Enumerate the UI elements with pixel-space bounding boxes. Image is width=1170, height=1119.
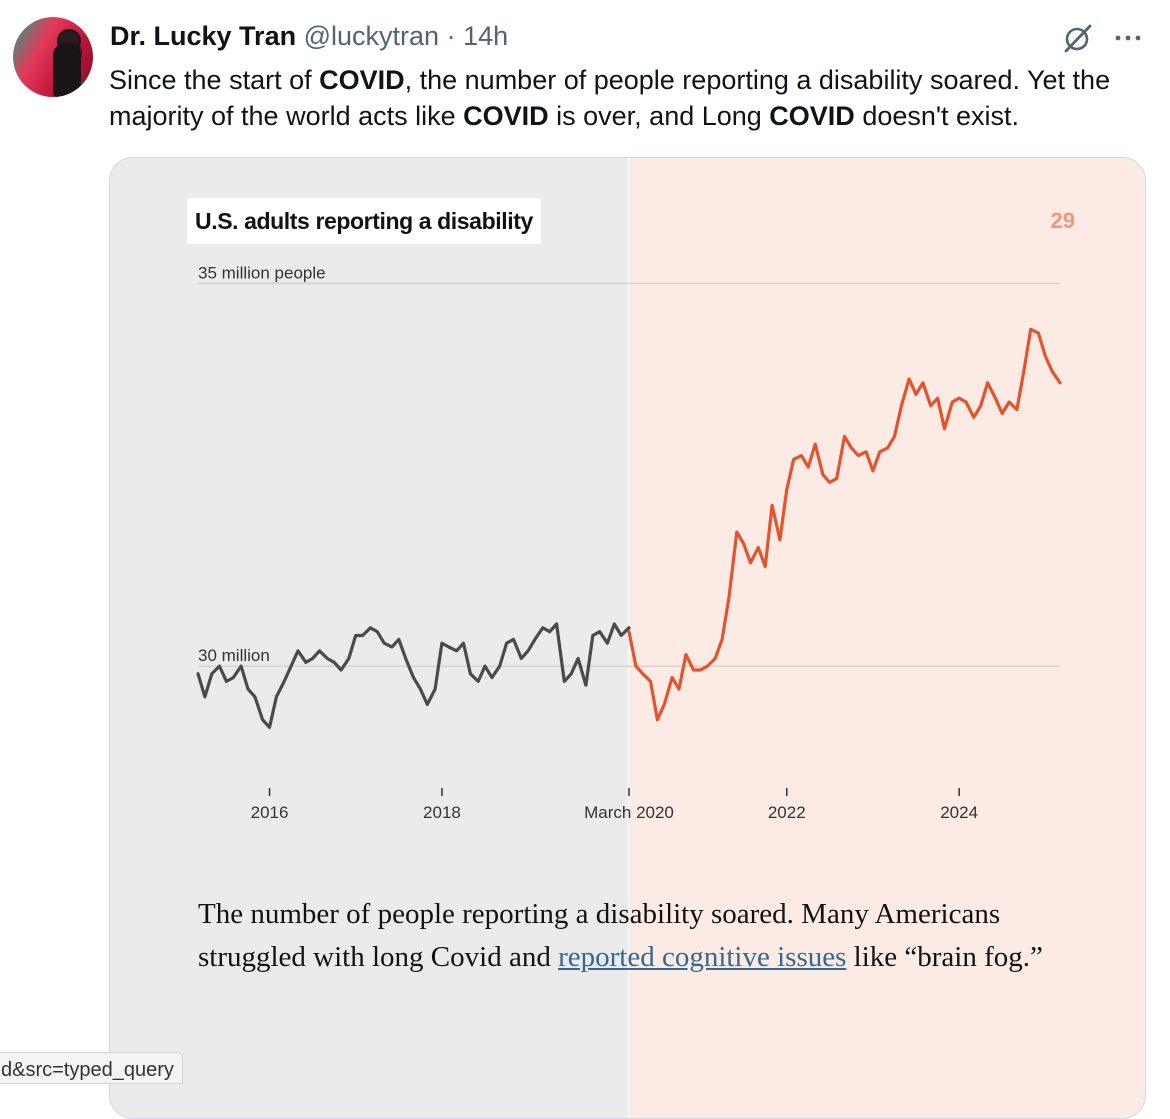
tweet-text-segment: , the number of people reporting a disab… <box>109 65 1111 131</box>
display-name[interactable]: Dr. Lucky Tran <box>110 21 297 51</box>
caption-text-end: like “brain fog.” <box>846 941 1043 973</box>
x-tick-label: 2022 <box>768 803 806 822</box>
chart-title: U.S. adults reporting a disability <box>187 198 541 244</box>
tweet-header: Dr. Lucky Tran @luckytran · 14h <box>110 18 508 54</box>
pre-covid-series-line <box>196 622 631 730</box>
post-covid-series-line <box>627 327 1062 722</box>
article-card[interactable]: 35 million people 30 million 2016 2018 March… <box>109 157 1146 1119</box>
avatar[interactable] <box>13 17 93 97</box>
separator-dot: · <box>446 21 456 51</box>
counter-badge: 29 <box>1050 208 1075 233</box>
y-gridline-label: 30 million <box>198 646 270 665</box>
tweet-text: Since the start of COVID, the number of … <box>109 62 1159 134</box>
tweet-text-segment: doesn't exist. <box>854 101 1020 131</box>
x-tick-label: 2018 <box>423 803 461 822</box>
reported-cognitive-issues-link[interactable]: reported cognitive issues <box>558 941 847 973</box>
tweet-text-segment: Since the start of <box>109 65 320 95</box>
post-covid-region <box>628 158 1145 1118</box>
y-gridline-label: 35 million people <box>198 263 326 282</box>
more-icon[interactable] <box>1110 20 1146 56</box>
hashtag-bold-covid: COVID <box>769 101 855 131</box>
timestamp[interactable]: 14h <box>463 21 509 51</box>
avatar-figure <box>53 43 81 97</box>
card-caption: The number of people reporting a disabil… <box>198 893 1078 979</box>
x-tick-label: March 2020 <box>584 803 674 822</box>
disability-line-chart: 35 million people 30 million 2016 2018 March… <box>196 263 1062 822</box>
hashtag-bold-covid: COVID <box>319 65 405 95</box>
x-tick-label: 2024 <box>940 803 978 822</box>
covid-divider <box>628 158 629 1118</box>
grok-icon[interactable] <box>1060 20 1096 56</box>
x-tick-label: 2016 <box>251 803 289 822</box>
caption-text-start: The number of people reporting a disabil… <box>198 898 1001 973</box>
user-handle[interactable]: @luckytran <box>303 21 440 51</box>
hashtag-bold-covid: COVID <box>463 101 549 131</box>
status-url-bar: d&src=typed_query <box>0 1052 183 1084</box>
tweet-text-segment: is over, and Long <box>548 101 770 131</box>
